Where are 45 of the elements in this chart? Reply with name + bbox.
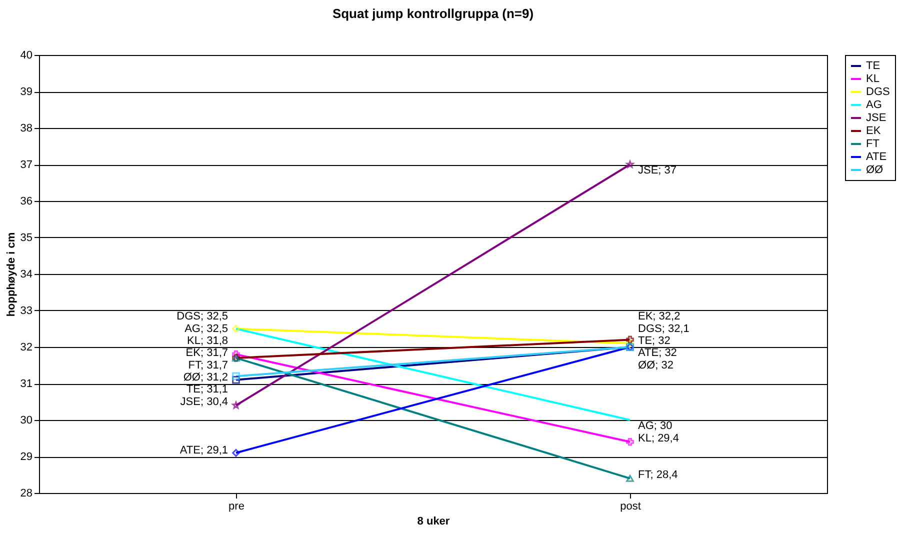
data-label: FT; 28,4 <box>638 468 678 481</box>
data-label: JSE; 37 <box>638 164 677 177</box>
y-tick-label: 37 <box>20 159 32 171</box>
y-tick-label: 38 <box>20 122 32 134</box>
data-label: ATE; 29,1 <box>180 444 228 456</box>
data-label: TE; 31,1 <box>186 384 228 396</box>
data-label: TE; 32 <box>638 334 670 347</box>
y-tick-label: 32 <box>20 342 32 354</box>
y-tick-label: 36 <box>20 196 32 208</box>
data-label: KL; 29,4 <box>638 432 679 444</box>
legend-label: AG <box>866 99 882 111</box>
legend-label: KL <box>866 73 880 85</box>
y-tick-label: 30 <box>20 414 32 426</box>
data-label: DGS; 32,5 <box>176 310 228 323</box>
x-tick-label: post <box>620 500 641 512</box>
legend-label: ATE <box>866 151 887 163</box>
y-tick-label: 34 <box>20 268 32 280</box>
legend-label: TE <box>866 60 880 72</box>
chart-title: Squat jump kontrollgruppa (n=9) <box>332 6 534 21</box>
y-tick-label: 29 <box>20 451 32 463</box>
data-label: KL; 31,8 <box>187 334 228 347</box>
data-label: DGS; 32,1 <box>638 322 690 335</box>
data-label: ØØ; 32 <box>638 359 674 372</box>
x-axis-title: 8 uker <box>417 516 450 528</box>
legend-label: EK <box>866 125 882 137</box>
legend-label: DGS <box>866 86 890 98</box>
y-tick-label: 33 <box>20 305 32 317</box>
y-tick-label: 31 <box>20 378 32 390</box>
data-label: FT; 31,7 <box>188 359 228 372</box>
data-label: JSE; 30,4 <box>180 396 228 408</box>
data-label: ØØ; 31,2 <box>183 371 228 384</box>
data-label: AG; 32,5 <box>184 322 228 335</box>
data-label: EK; 32,2 <box>638 310 680 323</box>
y-axis-title: hopphøyde i cm <box>5 232 18 317</box>
y-tick-label: 28 <box>20 488 32 500</box>
legend-label: JSE <box>866 112 886 124</box>
data-label: EK; 31,7 <box>186 347 228 360</box>
x-tick-label: pre <box>228 500 244 512</box>
legend-label: FT <box>866 138 880 150</box>
legend-label: ØØ <box>866 164 884 176</box>
y-tick-label: 35 <box>20 232 32 244</box>
y-tick-label: 40 <box>20 50 32 62</box>
data-label: ATE; 32 <box>638 347 677 360</box>
y-tick-label: 39 <box>20 86 32 98</box>
data-label: AG; 30 <box>638 420 672 432</box>
